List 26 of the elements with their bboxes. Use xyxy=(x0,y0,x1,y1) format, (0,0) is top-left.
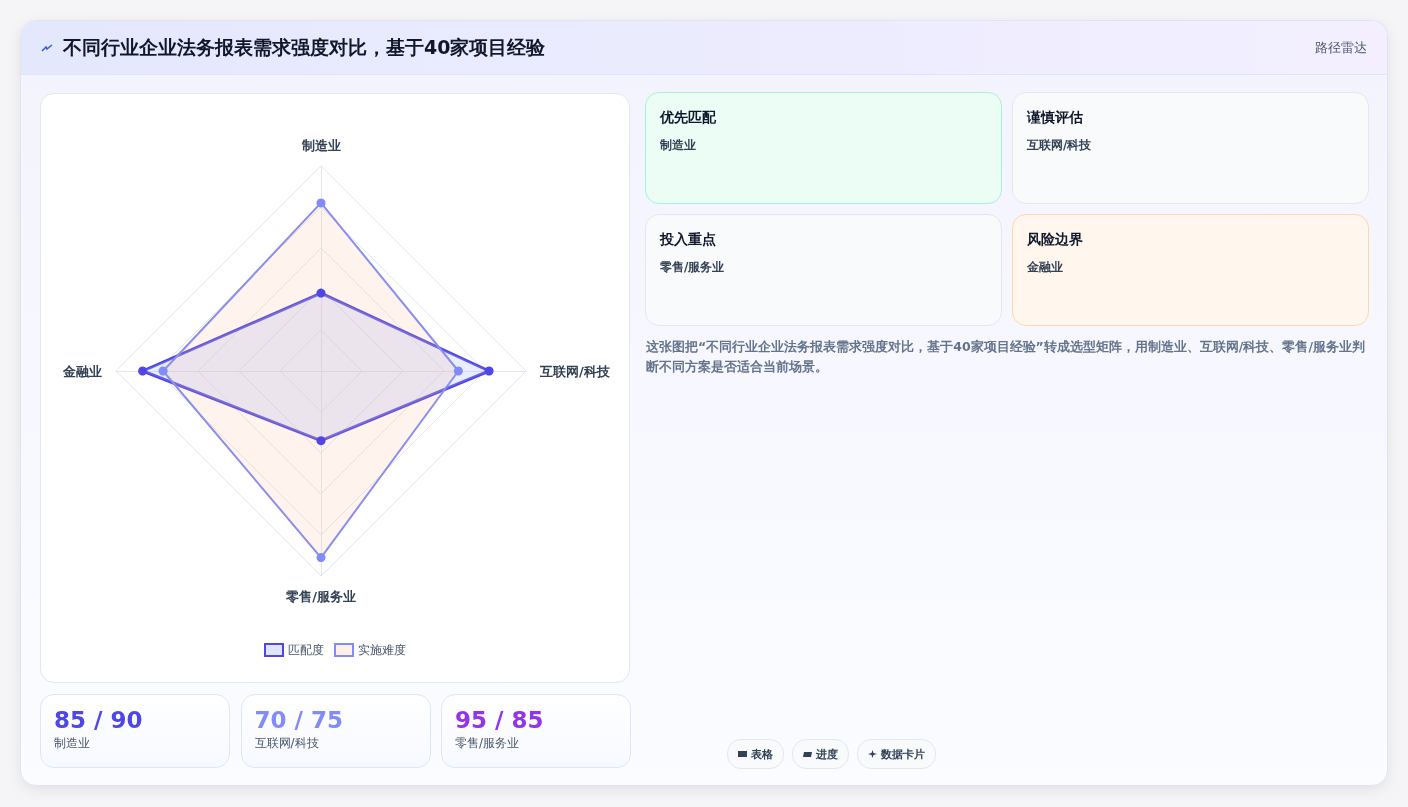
legend-label: 匹配度 xyxy=(288,643,324,657)
spoke-label: 金融业 xyxy=(62,363,102,379)
text: 金融业 xyxy=(1027,259,1064,276)
text: 70 / 75 xyxy=(254,707,344,733)
text: 优先匹配 xyxy=(660,109,717,127)
text: 85 / 90 xyxy=(54,707,144,733)
text: 谨慎评估 xyxy=(1027,109,1084,127)
text: 零售/服务业 xyxy=(660,259,726,276)
text: 制造业 xyxy=(54,735,91,752)
text: 这张图把“不同行业企业法务报表需求强度对比，基于40家项目经验”转成选型矩阵，用制造业、互联网/科技、零售/服务业判断不同方案是否适合当前场景。 xyxy=(646,338,1366,376)
text: 互联网/科技 xyxy=(254,735,320,752)
text: 不同行业企业法务报表需求强度对比，基于40家项目经验 xyxy=(63,34,546,60)
spoke-label: 零售/服务业 xyxy=(285,589,356,604)
text: 零售/服务业 xyxy=(455,735,521,752)
spoke-label: 制造业 xyxy=(300,138,341,153)
text: 投入重点 xyxy=(660,231,717,249)
legend-label: 实施难度 xyxy=(358,643,406,657)
text: 表格 xyxy=(727,739,784,769)
text: 路径雷达 xyxy=(1315,38,1367,57)
text: 进度 xyxy=(792,739,849,769)
text: 数据卡片 xyxy=(857,739,936,769)
spoke-label: 互联网/科技 xyxy=(539,363,611,379)
text: 制造业 xyxy=(660,137,697,154)
text: 95 / 85 xyxy=(455,707,545,733)
text: 风险边界 xyxy=(1027,231,1084,249)
text: 互联网/科技 xyxy=(1027,137,1093,154)
